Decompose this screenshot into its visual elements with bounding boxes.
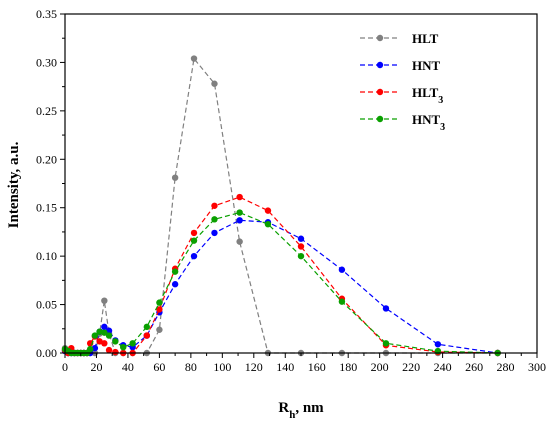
data-point — [91, 332, 99, 339]
data-point — [171, 281, 179, 288]
series-line — [64, 219, 498, 354]
data-point — [101, 323, 108, 331]
legend-label-name: HLT — [412, 85, 439, 100]
data-point — [120, 343, 127, 351]
x-tick-label: 180 — [339, 360, 357, 374]
data-point — [190, 229, 198, 237]
x-tick-label: 160 — [308, 360, 326, 374]
legend-entry: HNT3 — [360, 112, 445, 133]
legend-entry: HLT — [360, 31, 439, 46]
data-point — [264, 220, 272, 228]
x-tick-label: 220 — [402, 360, 420, 374]
series-line — [64, 57, 498, 354]
x-tick-label: 280 — [497, 360, 515, 374]
series-3 — [61, 209, 501, 357]
data-point — [264, 207, 272, 214]
y-tick-label: 0.10 — [36, 249, 57, 263]
x-tick-label: 60 — [153, 360, 165, 374]
y-tick-label: 0.15 — [36, 201, 57, 215]
legend-label: HLT3 — [412, 85, 443, 106]
plot-frame — [64, 13, 538, 354]
legend-label-name: HLT — [412, 31, 439, 46]
data-point — [156, 306, 163, 313]
legend-label: HNT3 — [412, 112, 445, 133]
data-point — [211, 216, 218, 223]
y-tick-label: 0.00 — [36, 346, 57, 360]
legend-marker — [376, 88, 384, 96]
y-tick-label: 0.20 — [36, 152, 57, 166]
x-tick-label: 120 — [245, 360, 263, 374]
x-tick-label: 20 — [90, 360, 102, 374]
x-tick-label: 200 — [371, 360, 389, 374]
data-point — [236, 193, 243, 201]
data-point — [101, 340, 108, 347]
data-point — [190, 237, 198, 244]
x-axis-title: Rh, nm — [278, 400, 324, 421]
series-layer — [61, 55, 501, 357]
y-tick-label: 0.30 — [36, 55, 57, 69]
x-tick-label: 80 — [185, 360, 197, 374]
x-tick-label: 140 — [276, 360, 294, 374]
legend-marker — [376, 61, 384, 69]
series-line — [64, 211, 498, 354]
data-point — [236, 209, 243, 216]
legend-label-name: HNT — [412, 112, 441, 127]
data-point — [297, 243, 305, 250]
data-point — [112, 348, 119, 356]
data-point — [211, 80, 218, 87]
data-point — [338, 298, 346, 305]
y-tick-label: 0.05 — [36, 298, 57, 312]
x-tick-label: 300 — [528, 360, 546, 374]
series-line — [64, 196, 498, 354]
data-point — [236, 238, 243, 245]
data-point — [171, 174, 179, 181]
series-2 — [61, 193, 501, 357]
y-tick-label: 0.35 — [36, 7, 57, 21]
axes: 0 20 40 60 80 100 120 140 160 180 200 220 240 260 280 3… — [36, 7, 546, 374]
data-point — [105, 332, 113, 339]
data-point — [382, 305, 390, 312]
x-tick-label: 100 — [213, 360, 231, 374]
legend-entry: HLT3 — [360, 85, 443, 106]
data-point — [156, 326, 163, 333]
legend-label: HNT — [412, 58, 441, 73]
data-point — [156, 299, 163, 306]
data-point — [236, 217, 243, 224]
data-point — [143, 323, 151, 331]
legend-label-name: HNT — [412, 58, 441, 73]
data-point — [171, 268, 179, 275]
y-tick-label: 0.25 — [36, 104, 57, 118]
x-tick-label: 240 — [434, 360, 452, 374]
legend-entry: HNT — [360, 58, 441, 73]
data-point — [105, 346, 113, 354]
x-tick-label: 40 — [122, 360, 134, 374]
legend-marker — [376, 34, 384, 42]
data-point — [190, 55, 198, 62]
data-point — [211, 202, 218, 209]
data-point — [297, 252, 305, 260]
legend-label-subscript: 3 — [438, 95, 443, 106]
series-1 — [61, 217, 501, 357]
legend-label-subscript: 3 — [440, 122, 445, 133]
data-point — [101, 297, 108, 304]
data-point — [86, 345, 94, 353]
data-point — [297, 235, 305, 242]
data-point — [112, 338, 119, 345]
legend-label: HLT — [412, 31, 439, 46]
y-axis-title: Intensity, a.u. — [6, 141, 22, 228]
data-point — [190, 252, 198, 260]
data-point — [129, 340, 136, 347]
data-point — [382, 340, 390, 347]
x-tick-label: 0 — [62, 360, 68, 374]
x-tick-label: 260 — [465, 360, 483, 374]
data-point — [211, 229, 218, 237]
data-point — [101, 329, 108, 336]
data-point — [143, 332, 151, 339]
data-point — [338, 266, 346, 273]
legend-marker — [376, 115, 384, 123]
series-0 — [61, 55, 501, 357]
data-point — [434, 341, 442, 348]
